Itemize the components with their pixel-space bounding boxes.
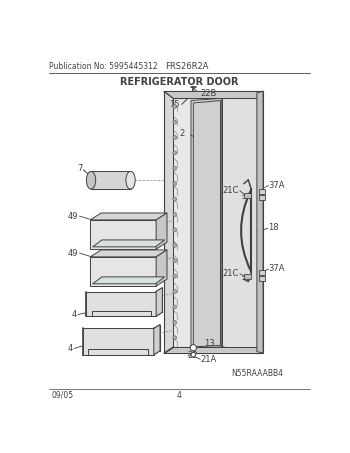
Bar — [259, 276, 265, 281]
Circle shape — [173, 212, 177, 217]
Text: 2: 2 — [179, 129, 185, 138]
Text: 21A: 21A — [200, 355, 217, 364]
Circle shape — [173, 182, 177, 186]
Circle shape — [173, 336, 177, 340]
Ellipse shape — [126, 171, 135, 189]
Text: 49: 49 — [68, 249, 79, 257]
Polygon shape — [83, 328, 154, 355]
Text: 4: 4 — [72, 310, 77, 319]
Polygon shape — [164, 92, 173, 353]
Text: 49: 49 — [68, 212, 79, 221]
Text: 21C: 21C — [223, 270, 239, 278]
Text: 15: 15 — [169, 100, 180, 109]
Polygon shape — [164, 347, 263, 353]
Circle shape — [173, 305, 177, 309]
Circle shape — [191, 352, 196, 357]
Circle shape — [173, 120, 177, 124]
Circle shape — [190, 345, 196, 351]
Polygon shape — [90, 220, 156, 249]
Text: REFRIGERATOR DOOR: REFRIGERATOR DOOR — [120, 77, 239, 87]
Circle shape — [173, 151, 177, 155]
Circle shape — [173, 197, 177, 201]
Text: 18: 18 — [268, 223, 279, 232]
Text: 22B: 22B — [200, 89, 217, 98]
Polygon shape — [222, 92, 263, 353]
Circle shape — [173, 228, 177, 232]
Polygon shape — [90, 250, 167, 257]
Text: 09/05: 09/05 — [51, 391, 74, 400]
Polygon shape — [156, 213, 167, 249]
Polygon shape — [92, 240, 164, 247]
Bar — [259, 270, 265, 275]
Circle shape — [173, 259, 177, 263]
Polygon shape — [257, 92, 263, 353]
Text: 4: 4 — [68, 344, 73, 353]
Text: Publication No: 5995445312: Publication No: 5995445312 — [49, 62, 158, 71]
Text: 37A: 37A — [268, 264, 285, 273]
Polygon shape — [86, 292, 156, 316]
Text: 22: 22 — [187, 351, 198, 360]
Bar — [244, 274, 251, 279]
Polygon shape — [154, 325, 160, 355]
Text: FRS26R2A: FRS26R2A — [165, 62, 209, 71]
Text: 37A: 37A — [268, 181, 285, 190]
Circle shape — [173, 166, 177, 170]
Polygon shape — [90, 213, 167, 220]
Polygon shape — [173, 98, 222, 347]
Polygon shape — [156, 288, 162, 316]
Text: 7: 7 — [77, 164, 83, 173]
Polygon shape — [191, 98, 222, 348]
Text: 21C: 21C — [223, 186, 239, 195]
Circle shape — [173, 274, 177, 278]
Polygon shape — [164, 92, 263, 98]
Text: N55RAAABB4: N55RAAABB4 — [231, 369, 283, 378]
Bar — [259, 195, 265, 200]
Circle shape — [173, 289, 177, 294]
Polygon shape — [156, 250, 167, 286]
Circle shape — [173, 320, 177, 324]
Ellipse shape — [86, 171, 96, 189]
Polygon shape — [92, 277, 164, 284]
Text: 13: 13 — [204, 338, 215, 347]
Bar — [259, 189, 265, 194]
Bar — [91, 171, 131, 189]
Polygon shape — [90, 257, 156, 286]
Bar — [244, 193, 251, 198]
Polygon shape — [193, 101, 220, 347]
Text: 4: 4 — [177, 391, 182, 400]
Circle shape — [173, 105, 177, 109]
Circle shape — [173, 243, 177, 247]
Circle shape — [173, 135, 177, 140]
